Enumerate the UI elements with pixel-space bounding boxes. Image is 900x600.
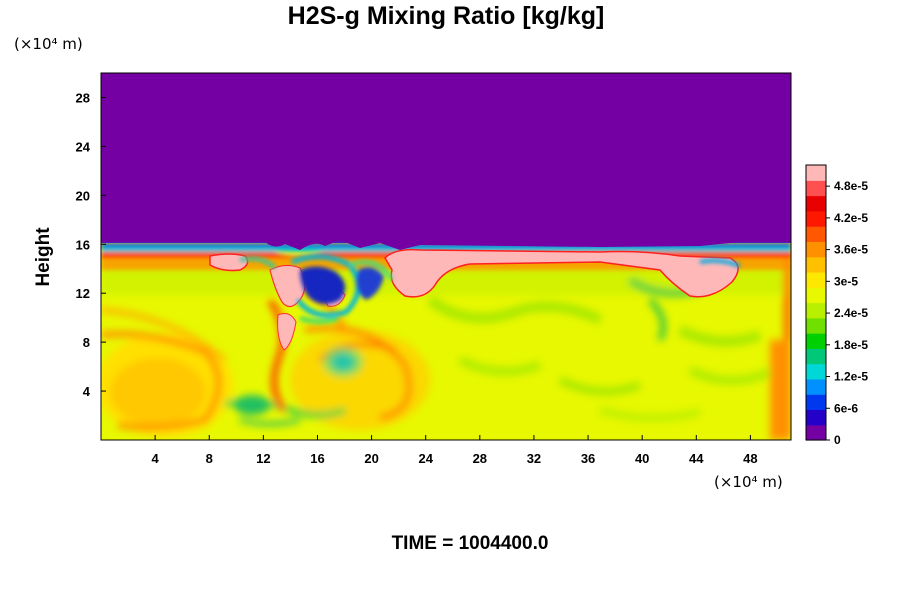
time-label: TIME = 1004400.0 [392,533,549,554]
colorbar-swatch [806,378,826,395]
colorbar-swatch [806,180,826,197]
x-tick-label: 4 [152,451,160,466]
x-tick-label: 8 [206,451,213,466]
colorbar-tick-label: 1.2e-5 [834,370,868,384]
x-axis-ticks: 4 8 12 16 20 24 28 32 36 40 44 48 [152,435,758,466]
y-axis-ticks: 4 8 12 16 20 24 28 [76,90,106,399]
colorbar-tick-label: 3.6e-5 [834,243,868,257]
colorbar-swatch [806,333,826,349]
colorbar-swatch [806,317,826,334]
colorbar-swatch [806,241,826,258]
colorbar-swatch [806,256,826,273]
colorbar-tick-label: 4.2e-5 [834,211,868,225]
colorbar-swatch [806,302,826,319]
x-tick-label: 44 [689,451,704,466]
colorbar-swatch [806,394,826,411]
y-tick-label: 8 [83,335,90,350]
colorbar-swatch [806,271,826,288]
x-tick-label: 36 [581,451,595,466]
y-axis-label: Height [33,227,54,287]
y-tick-label: 28 [76,90,90,105]
colorbar-swatch [806,195,826,212]
x-axis-unit: (×10⁴ m) [714,473,783,491]
x-tick-label: 20 [364,451,378,466]
colorbar-swatch [806,287,826,304]
turbulent-eddies [239,254,741,324]
colorbar-swatch [806,424,826,441]
chart-title: H2S-g Mixing Ratio [kg/kg] [288,2,605,30]
x-tick-label: 32 [527,451,541,466]
colorbar-tick-label: 4.8e-5 [834,179,868,193]
x-tick-label: 28 [473,451,487,466]
y-tick-label: 4 [83,384,91,399]
colorbar-swatch [806,348,826,365]
colorbar-tick-label: 3e-5 [834,274,858,288]
y-axis-unit: (×10⁴ m) [14,35,83,53]
plot-area [101,73,791,440]
colorbar-swatch [806,363,826,380]
y-tick-label: 12 [76,286,90,301]
colorbar-tick-label: 0 [834,433,841,447]
colorbar-swatch [806,165,826,181]
colorbar-swatch [806,210,826,227]
x-tick-label: 40 [635,451,649,466]
plot-frame [100,72,792,441]
colorbar-tick-label: 6e-6 [834,401,858,415]
colorbar-tick-label: 2.4e-5 [834,306,868,320]
colorbar-frame [805,164,827,441]
x-tick-label: 48 [743,451,757,466]
x-tick-label: 24 [418,451,433,466]
y-tick-label: 24 [76,139,91,154]
colorbar-swatch [806,226,826,242]
colorbar-tick-label: 1.8e-5 [834,338,868,352]
colorbar-swatch [806,409,826,426]
x-tick-label: 12 [256,451,270,466]
upper-region-edge [101,73,791,250]
colorbar: 0 6e-6 1.2e-5 1.8e-5 2.4e-5 3e-5 3.6e-5 4.2e-5 4… [805,164,868,447]
y-tick-label: 20 [76,188,90,203]
x-tick-label: 16 [310,451,324,466]
y-tick-label: 16 [76,237,90,252]
